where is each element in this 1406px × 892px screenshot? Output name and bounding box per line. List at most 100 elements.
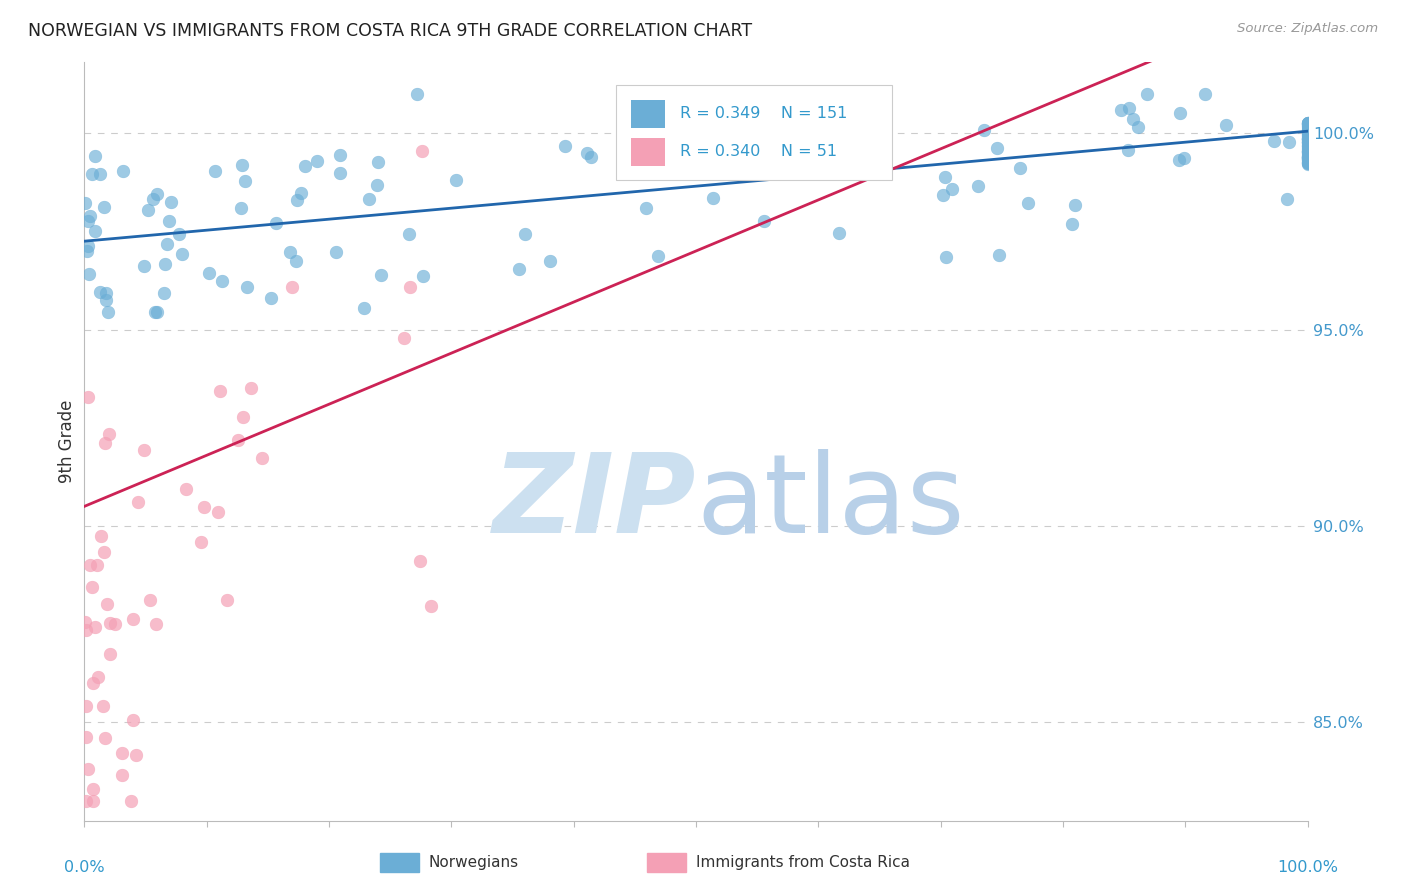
Point [986, 141, 1008, 155]
Point [75, 615, 97, 629]
Point [125, 747, 148, 762]
Point [77, 390, 100, 404]
Point [139, 593, 162, 607]
Point [1296, 153, 1319, 168]
Point [932, 188, 955, 202]
Point [80, 167, 103, 181]
Point [357, 192, 380, 206]
Point [329, 148, 352, 162]
Point [1296, 155, 1319, 169]
Point [1296, 117, 1319, 131]
Point [1017, 196, 1039, 211]
Point [1296, 131, 1319, 145]
Point [1296, 128, 1319, 142]
Point [394, 331, 416, 345]
Point [1296, 148, 1319, 162]
Point [1136, 87, 1159, 101]
Point [1296, 136, 1319, 151]
Point [1275, 192, 1298, 206]
Point [79, 210, 101, 224]
Point [554, 139, 576, 153]
Point [1064, 197, 1087, 211]
Point [1296, 136, 1319, 150]
Point [409, 554, 432, 568]
Point [1215, 118, 1237, 132]
Point [1296, 149, 1319, 163]
Point [1296, 121, 1319, 136]
Point [94, 436, 117, 450]
Bar [631, 137, 665, 166]
Point [84, 224, 107, 238]
Text: 100.0%: 100.0% [1277, 860, 1339, 874]
Point [1296, 145, 1319, 159]
Point [89, 285, 111, 300]
Point [120, 794, 142, 808]
Point [76, 244, 98, 259]
Text: 0.0%: 0.0% [65, 860, 104, 874]
Point [159, 194, 181, 209]
Point [1296, 150, 1319, 164]
Point [86, 670, 108, 684]
Point [285, 254, 308, 268]
Text: atlas: atlas [696, 449, 965, 556]
Point [1296, 142, 1319, 156]
Point [136, 203, 159, 218]
Point [86, 558, 108, 572]
Point [209, 384, 232, 399]
Point [325, 245, 347, 260]
Point [91, 698, 114, 713]
Point [934, 169, 956, 184]
Point [1296, 116, 1319, 130]
Point [75, 623, 97, 637]
Point [82, 580, 104, 594]
Text: Norwegians: Norwegians [429, 855, 519, 870]
Point [1296, 139, 1319, 153]
Point [172, 247, 194, 261]
Y-axis label: 9th Grade: 9th Grade [58, 400, 76, 483]
Point [143, 305, 166, 319]
Point [77, 239, 100, 253]
Point [89, 529, 111, 543]
Point [240, 381, 263, 395]
Point [231, 159, 253, 173]
Point [576, 146, 599, 161]
Point [145, 305, 167, 319]
Point [84, 620, 107, 634]
Point [1296, 116, 1319, 130]
Point [353, 301, 375, 315]
Point [1296, 141, 1319, 155]
Point [94, 293, 117, 307]
Point [1296, 150, 1319, 164]
Point [1167, 153, 1189, 168]
Point [1296, 150, 1319, 164]
Point [157, 214, 180, 228]
Point [579, 150, 602, 164]
Point [77, 214, 100, 228]
Point [97, 305, 120, 319]
Point [307, 153, 329, 168]
Point [398, 227, 420, 241]
Point [1116, 144, 1139, 158]
Point [294, 159, 316, 173]
Point [1296, 154, 1319, 169]
Point [1122, 112, 1144, 126]
Point [111, 163, 134, 178]
Point [281, 280, 304, 294]
Text: Immigrants from Costa Rica: Immigrants from Costa Rica [696, 855, 910, 870]
Point [1296, 155, 1319, 169]
Point [1296, 118, 1319, 132]
Point [77, 267, 100, 281]
Point [1296, 151, 1319, 165]
Point [329, 166, 352, 180]
Point [229, 201, 252, 215]
Point [1126, 120, 1149, 135]
Point [122, 713, 145, 727]
Point [77, 762, 100, 776]
Point [1296, 157, 1319, 171]
Point [111, 768, 134, 782]
Point [1296, 116, 1319, 130]
Point [1296, 138, 1319, 153]
Point [233, 174, 256, 188]
Point [176, 483, 198, 497]
Point [752, 214, 775, 228]
